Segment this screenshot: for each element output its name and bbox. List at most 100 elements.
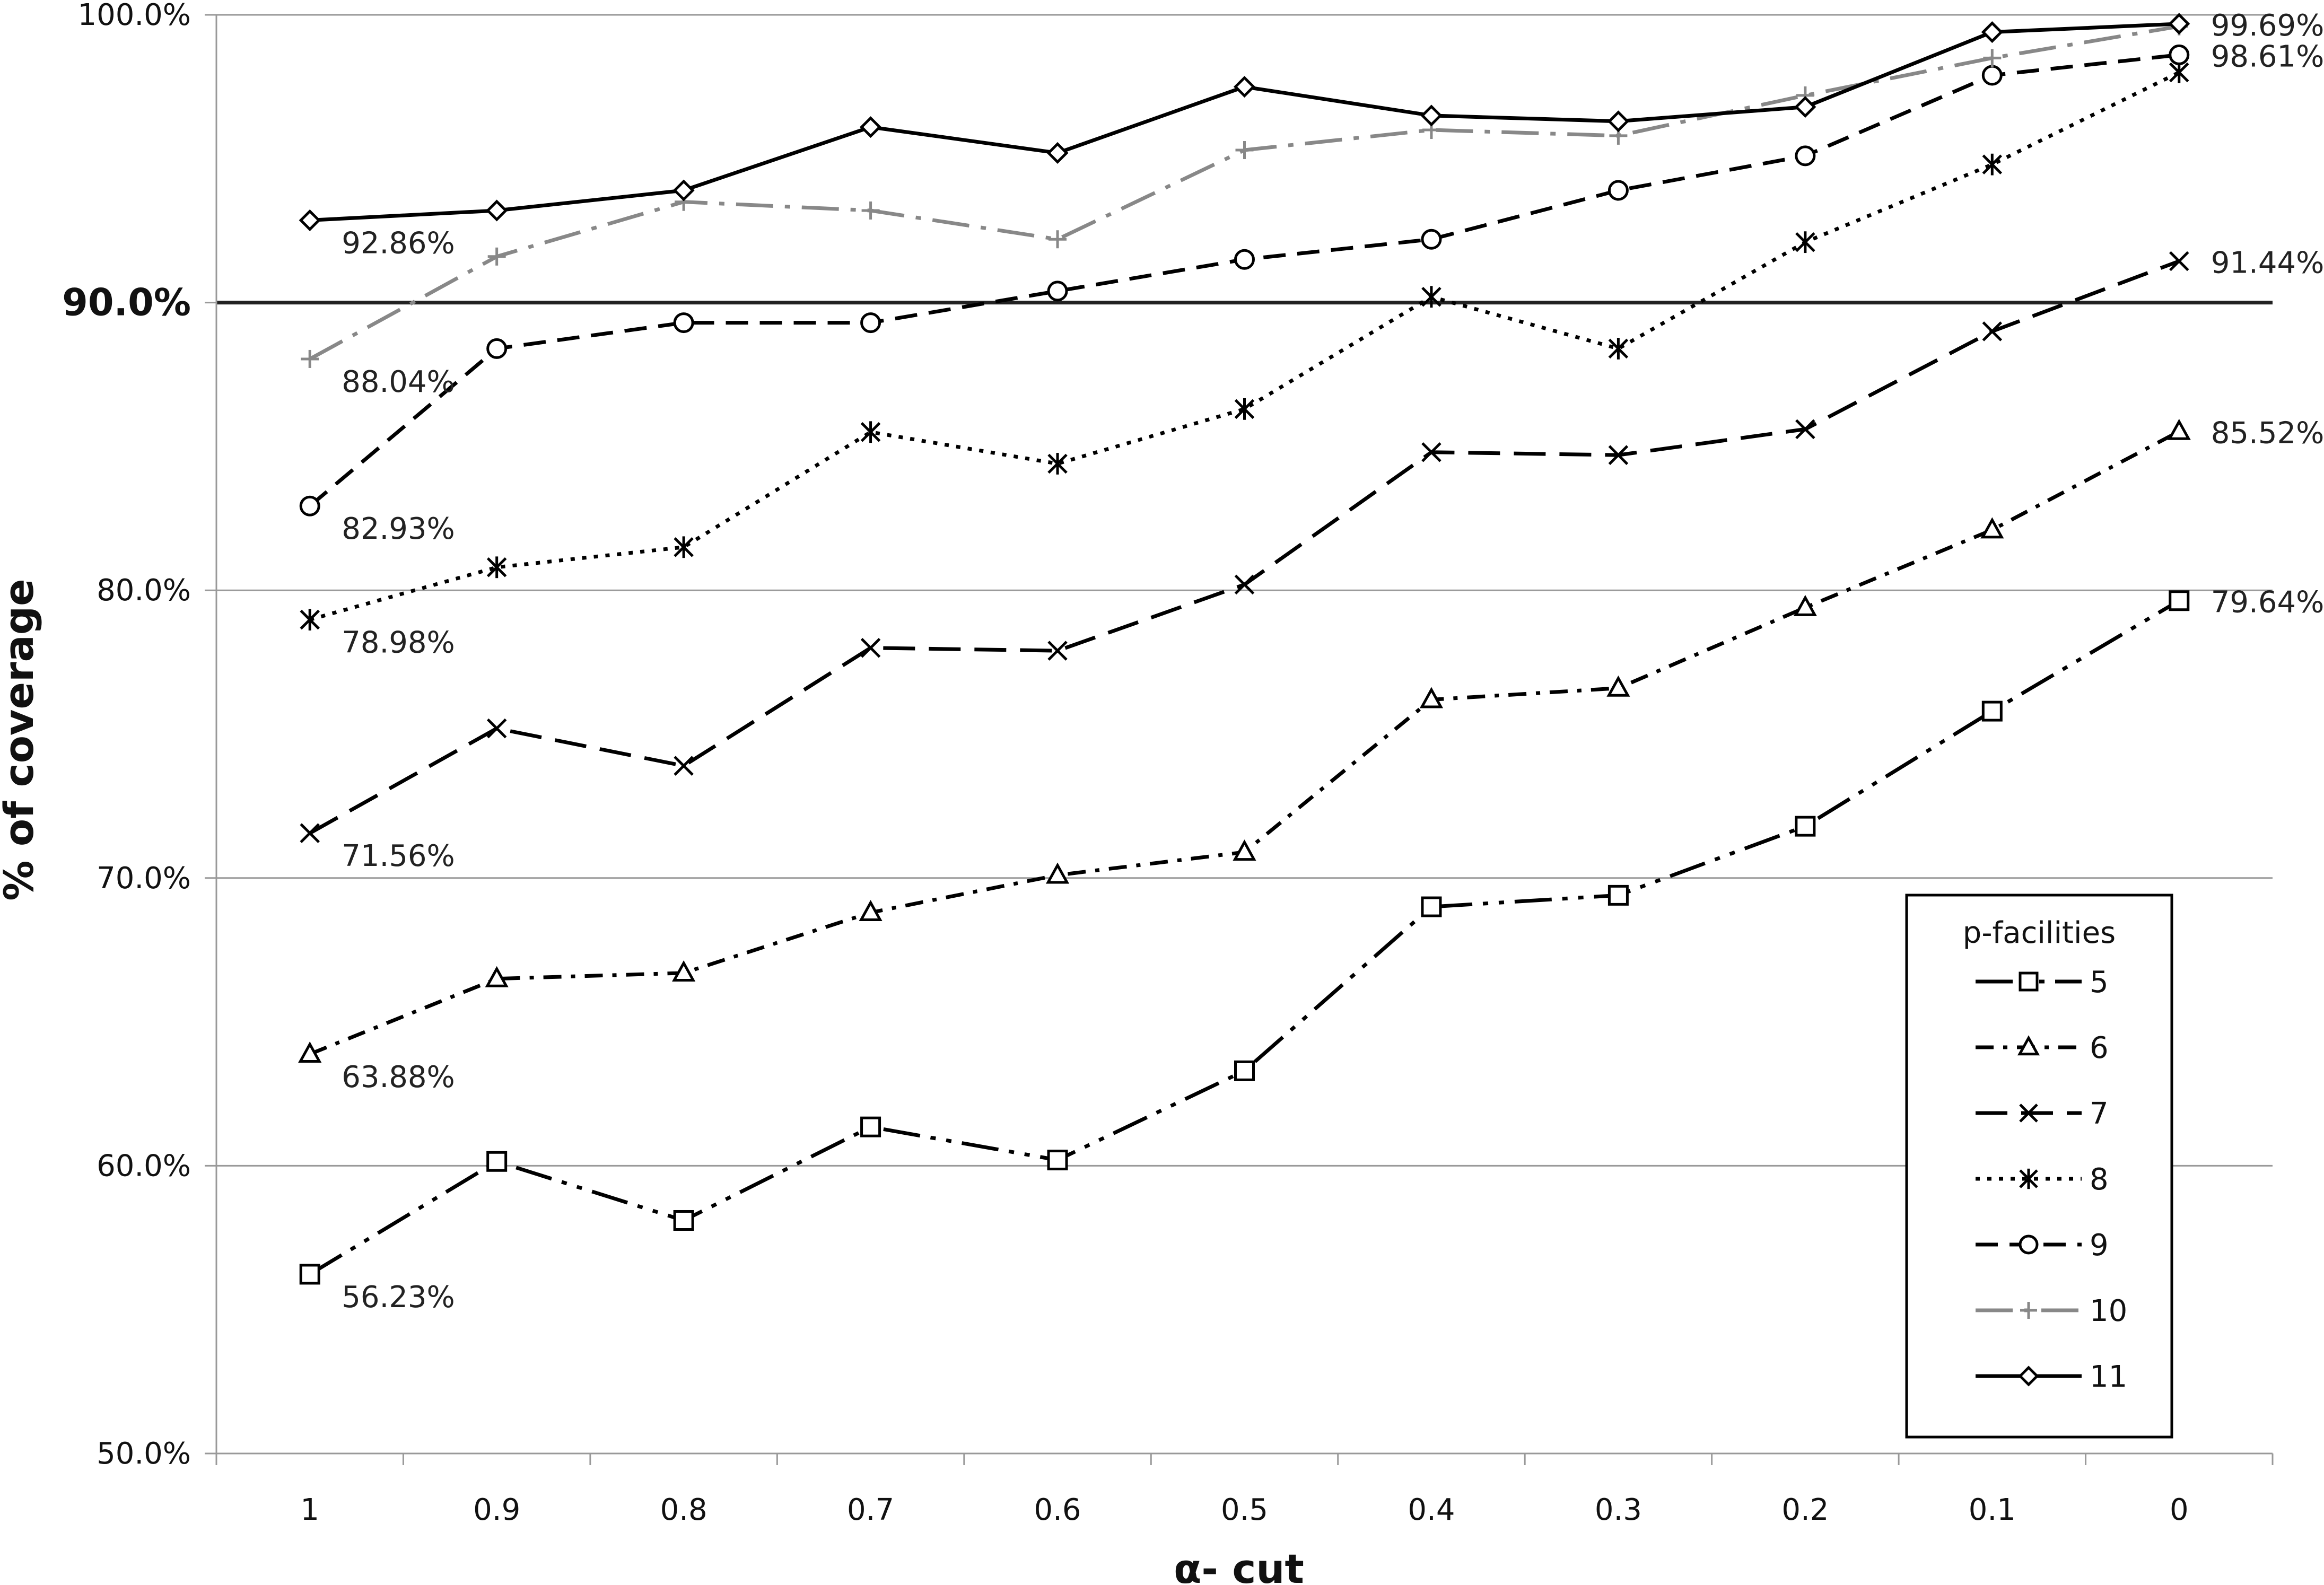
legend-label: 10	[2090, 1294, 2127, 1328]
data-point-marker	[1607, 885, 1629, 906]
data-point-marker	[674, 536, 694, 558]
marker-stroke	[2019, 1104, 2038, 1123]
data-point-marker	[486, 556, 507, 579]
x-tick-label: 0.8	[660, 1493, 707, 1527]
data-point-marker	[1419, 687, 1444, 708]
data-label-series-5: 56.23%	[342, 1280, 455, 1315]
legend-label: 9	[2090, 1228, 2109, 1263]
legend-item-8: 8	[1976, 1162, 2109, 1197]
legend-item-7: 7	[1976, 1097, 2109, 1131]
y-tick-label: 70.0%	[97, 861, 191, 896]
marker-stroke	[1608, 445, 1629, 465]
y-tick-label: 80.0%	[97, 573, 191, 608]
legend-item-9: 9	[1976, 1228, 2109, 1263]
legend-item-10: 10	[1976, 1294, 2127, 1328]
data-point-marker	[1608, 445, 1629, 465]
legend: p-facilities 5 6 7 8 9 10 11	[1905, 894, 2173, 1439]
data-point-marker	[1421, 442, 1441, 462]
legend-box	[1905, 894, 2173, 1439]
marker-stroke	[1795, 419, 1815, 440]
data-point-marker	[1045, 862, 1070, 884]
x-tick-label: 0.3	[1595, 1493, 1642, 1527]
data-labels: 92.86% 88.04% 82.93% 78.98% 71.56% 63.88% 56.2…	[342, 8, 2324, 1315]
data-point-marker	[1234, 249, 1255, 270]
data-point-marker	[1049, 230, 1067, 249]
data-label-series-6: 85.52%	[2211, 416, 2324, 451]
marker-stroke	[1982, 321, 2003, 341]
series-9	[299, 44, 2190, 516]
data-point-marker	[860, 312, 881, 334]
marker-stroke	[1234, 574, 1255, 595]
data-point-marker	[486, 1151, 508, 1172]
legend-label: 6	[2090, 1031, 2109, 1065]
data-point-marker	[299, 1264, 320, 1285]
data-point-marker	[1047, 281, 1068, 302]
x-axis-title: α- cut	[1174, 1545, 1304, 1585]
series-lines	[298, 13, 2191, 1285]
data-point-marker	[299, 495, 320, 516]
legend-label: 7	[2090, 1097, 2109, 1131]
data-point-marker	[2017, 1035, 2040, 1056]
data-point-marker	[1981, 21, 2003, 43]
data-label-series-8: 78.98%	[342, 626, 455, 660]
data-point-marker	[861, 201, 880, 220]
data-point-marker	[1982, 153, 2003, 176]
data-point-marker	[1047, 1150, 1068, 1171]
data-point-marker	[1608, 338, 1629, 360]
series-10	[301, 17, 2188, 368]
data-point-marker	[1421, 896, 1442, 917]
series-6	[298, 418, 2191, 1063]
data-point-marker	[2169, 251, 2189, 272]
marker-stroke	[1421, 442, 1441, 462]
data-point-marker	[1795, 419, 1815, 440]
data-point-marker	[672, 179, 695, 202]
data-point-marker	[486, 718, 507, 739]
data-point-marker	[860, 421, 881, 443]
data-point-marker	[1795, 231, 1815, 253]
data-point-marker	[672, 960, 696, 982]
data-point-marker	[2019, 1234, 2039, 1255]
x-tick-label: 0.9	[473, 1493, 520, 1527]
data-label-series-6: 63.88%	[342, 1060, 455, 1094]
marker-stroke	[2169, 251, 2189, 272]
marker-stroke	[674, 756, 694, 776]
data-label-series-7: 71.56%	[342, 839, 455, 873]
y-tick-label: 50.0%	[97, 1437, 191, 1471]
data-point-marker	[2018, 1365, 2039, 1387]
y-axis-title: % of coverage	[0, 579, 42, 900]
data-point-marker	[673, 1210, 694, 1231]
data-point-marker	[486, 338, 508, 359]
data-label-series-11: 99.69%	[2211, 8, 2324, 43]
data-point-marker	[1233, 839, 1256, 861]
data-point-marker	[2169, 44, 2190, 65]
data-point-marker	[1421, 286, 1441, 308]
data-point-marker	[1420, 104, 1443, 127]
data-point-marker	[485, 966, 509, 987]
series-line	[309, 71, 2180, 621]
data-label-series-11: 92.86%	[342, 226, 455, 260]
data-label-series-10: 88.04%	[342, 365, 455, 399]
data-point-marker	[2020, 1302, 2037, 1319]
data-label-series-7: 91.44%	[2211, 246, 2324, 280]
legend-label: 8	[2090, 1162, 2109, 1197]
x-tick-label: 0.1	[1969, 1493, 2016, 1527]
marker-stroke	[1047, 641, 1068, 661]
data-point-marker	[2169, 590, 2190, 611]
series-7	[300, 251, 2189, 843]
data-point-marker	[1795, 816, 1816, 837]
x-tick-label: 0.4	[1408, 1493, 1455, 1527]
data-point-marker	[2019, 1168, 2038, 1189]
x-tick-label: 0.6	[1034, 1493, 1081, 1527]
data-point-marker	[301, 349, 319, 368]
data-point-marker	[299, 209, 321, 231]
x-tick-label: 0.5	[1221, 1493, 1268, 1527]
data-point-marker	[1234, 574, 1255, 595]
data-point-marker	[673, 312, 694, 334]
data-point-marker	[1046, 142, 1069, 164]
legend-item-5: 5	[1976, 965, 2109, 1000]
data-point-marker	[2167, 418, 2191, 440]
data-point-marker	[1607, 110, 1629, 133]
data-point-marker	[1980, 517, 2004, 539]
data-label-series-9: 98.61%	[2211, 39, 2324, 74]
x-tick-label: 0.7	[847, 1493, 894, 1527]
